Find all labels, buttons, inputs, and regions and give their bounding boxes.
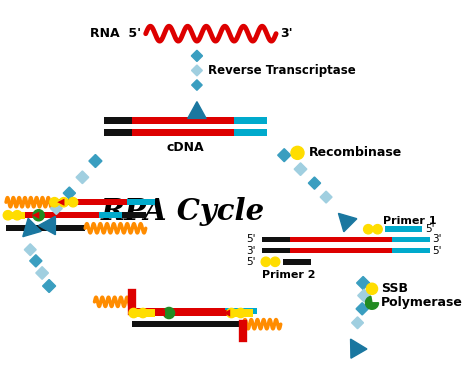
Circle shape [236, 308, 246, 318]
Circle shape [68, 198, 78, 207]
Circle shape [271, 257, 280, 267]
Polygon shape [294, 163, 307, 175]
Circle shape [13, 211, 22, 220]
Polygon shape [356, 303, 368, 315]
Polygon shape [23, 218, 41, 237]
Circle shape [164, 308, 174, 319]
Bar [132, 117, 234, 124]
Polygon shape [63, 187, 75, 199]
Text: Reverse Transcriptase: Reverse Transcriptase [208, 64, 356, 77]
Circle shape [227, 308, 236, 318]
Bar [25, 213, 99, 218]
Bar [392, 248, 430, 254]
Bar [132, 321, 244, 327]
Polygon shape [89, 154, 102, 167]
Circle shape [138, 308, 147, 318]
Polygon shape [24, 244, 36, 255]
Bar [6, 211, 25, 219]
Bar [6, 226, 85, 231]
Text: 5': 5' [246, 234, 255, 244]
Bar [229, 309, 253, 317]
Polygon shape [50, 203, 62, 214]
Bar [155, 310, 229, 316]
Bar [234, 129, 267, 136]
Bar [104, 117, 132, 124]
Text: Primer 1: Primer 1 [383, 216, 437, 226]
Circle shape [3, 211, 13, 220]
Text: Recombinase: Recombinase [309, 146, 402, 159]
Bar [392, 237, 430, 242]
Polygon shape [309, 177, 320, 189]
Text: 5': 5' [425, 224, 435, 234]
Polygon shape [30, 255, 42, 267]
Bar [225, 308, 257, 314]
Text: cDNA: cDNA [166, 141, 204, 154]
Wedge shape [365, 296, 379, 309]
Polygon shape [358, 289, 370, 302]
Text: 5': 5' [432, 246, 442, 255]
Polygon shape [352, 317, 364, 329]
Polygon shape [39, 216, 55, 235]
Polygon shape [191, 65, 202, 76]
Text: 3': 3' [280, 27, 292, 40]
Text: RPA Cycle: RPA Cycle [101, 197, 265, 226]
Text: 3': 3' [246, 246, 255, 255]
Polygon shape [36, 267, 48, 279]
Bar [99, 213, 122, 218]
Bar [127, 200, 155, 205]
Polygon shape [191, 80, 202, 90]
Bar [262, 248, 290, 254]
Polygon shape [76, 171, 89, 183]
Text: 5': 5' [246, 257, 255, 267]
Polygon shape [338, 213, 357, 232]
Bar [234, 117, 267, 124]
Bar [104, 129, 132, 136]
Polygon shape [356, 277, 370, 290]
Polygon shape [188, 101, 206, 118]
Polygon shape [278, 149, 291, 162]
Polygon shape [43, 280, 55, 293]
Polygon shape [191, 50, 202, 61]
Bar [132, 309, 155, 317]
Bar [132, 308, 257, 314]
Circle shape [50, 198, 59, 207]
Text: Primer 2: Primer 2 [262, 270, 316, 280]
Circle shape [291, 146, 304, 159]
Circle shape [33, 210, 44, 221]
Circle shape [59, 198, 68, 207]
Bar [132, 129, 234, 136]
Polygon shape [320, 191, 332, 203]
Bar [385, 226, 422, 232]
Circle shape [129, 308, 138, 318]
Text: SSB: SSB [381, 282, 408, 295]
Circle shape [261, 257, 271, 267]
Circle shape [364, 224, 373, 234]
Bar [122, 213, 146, 218]
Bar [290, 237, 392, 242]
Bar [290, 248, 392, 254]
Circle shape [366, 283, 378, 295]
Circle shape [373, 224, 382, 234]
Text: 3': 3' [432, 234, 442, 244]
Text: RNA  5': RNA 5' [90, 27, 141, 40]
Bar [53, 200, 127, 205]
Bar [262, 237, 290, 242]
Polygon shape [351, 339, 367, 358]
Text: Polymerase: Polymerase [381, 296, 463, 309]
Bar [283, 259, 310, 265]
